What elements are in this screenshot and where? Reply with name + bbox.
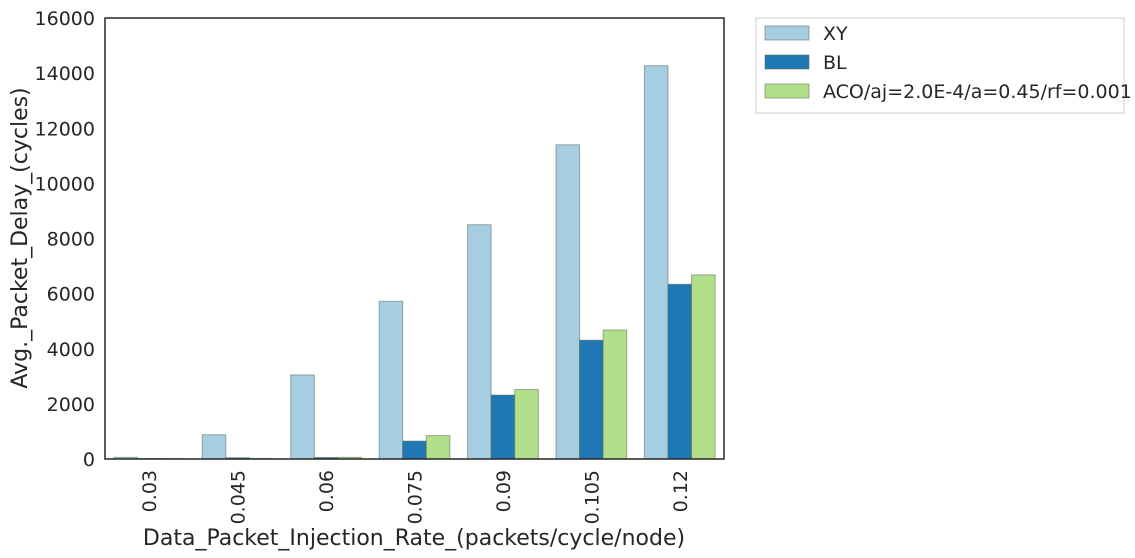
x-tick-label: 0.105 xyxy=(581,470,603,524)
y-tick-label: 16000 xyxy=(35,8,95,30)
x-axis-title: Data_Packet_Injection_Rate_(packets/cycl… xyxy=(143,526,685,551)
plot-frame xyxy=(104,17,725,460)
y-tick-label: 2000 xyxy=(47,394,95,416)
bar-aco-aj-2-0e-4-a-0-45-rf-0-001-0.12 xyxy=(691,274,716,460)
x-tick-labels: 0.03 0.045 0.06 0.075 0.09 0.105 0.12 xyxy=(139,470,692,524)
bar-xy-0.06 xyxy=(290,374,315,460)
y-tick-label: 8000 xyxy=(47,229,95,251)
y-tick-label: 14000 xyxy=(35,63,95,85)
x-tick-label: 0.045 xyxy=(228,470,250,524)
legend-label: BL xyxy=(823,52,847,74)
y-axis-title: Avg._Packet_Delay_(cycles) xyxy=(8,87,33,388)
y-tick-label: 0 xyxy=(83,449,95,471)
bar-xy-0.075 xyxy=(378,300,404,460)
y-tick-label: 6000 xyxy=(47,284,95,306)
bar-aco-aj-2-0e-4-a-0-45-rf-0-001-0.09 xyxy=(514,389,539,460)
bar-bl-0.105 xyxy=(579,339,604,460)
x-tick-label: 0.03 xyxy=(139,470,161,512)
bar-xy-0.105 xyxy=(555,144,581,460)
bar-xy-0.09 xyxy=(467,224,492,460)
bar-xy-0.12 xyxy=(643,65,669,460)
bar-bl-0.075 xyxy=(402,440,427,460)
x-tick-label: 0.06 xyxy=(316,470,338,512)
y-tick-label: 10000 xyxy=(35,173,95,195)
legend-swatch xyxy=(764,83,810,99)
y-tick-label: 4000 xyxy=(47,339,95,361)
x-tick-label: 0.09 xyxy=(493,470,515,512)
bars-layer xyxy=(113,65,716,460)
legend-frame xyxy=(755,17,1125,114)
legend: XY BL ACO/aj=2.0E-4/a=0.45/rf=0.001 xyxy=(755,17,1132,114)
legend-swatch xyxy=(764,25,810,41)
bar-aco-aj-2-0e-4-a-0-45-rf-0-001-0.075 xyxy=(425,435,451,460)
bar-bl-0.09 xyxy=(490,394,516,460)
bar-aco-aj-2-0e-4-a-0-45-rf-0-001-0.105 xyxy=(602,329,628,460)
x-tick-label: 0.12 xyxy=(670,470,692,512)
legend-label: ACO/aj=2.0E-4/a=0.45/rf=0.001 xyxy=(823,81,1132,103)
legend-label: XY xyxy=(823,23,848,45)
y-tick-label: 12000 xyxy=(35,118,95,140)
x-tick-label: 0.075 xyxy=(405,470,427,524)
bar-bl-0.12 xyxy=(667,283,693,460)
legend-swatch xyxy=(764,54,810,70)
bar-xy-0.045 xyxy=(201,434,227,460)
y-tick-labels: 0 2000 4000 6000 8000 10000 12000 14000 16000 xyxy=(35,8,95,471)
